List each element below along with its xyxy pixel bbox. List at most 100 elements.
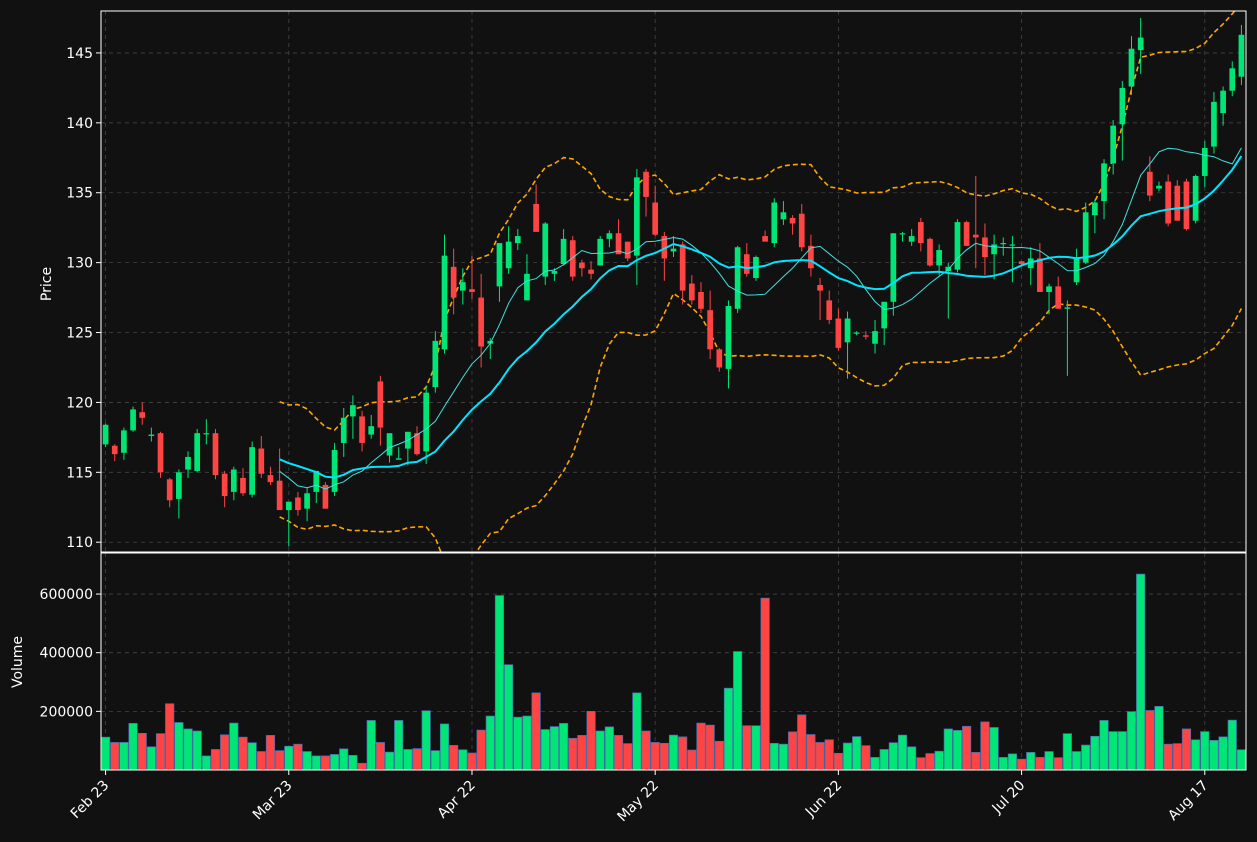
candle-body (963, 222, 970, 246)
volume-bar (366, 720, 376, 771)
volume-bar (183, 728, 193, 771)
candle-body (679, 244, 686, 291)
volume-bar (641, 730, 651, 771)
volume-bar (861, 745, 871, 771)
candle-body (844, 318, 851, 343)
volume-bar (128, 723, 138, 771)
candle-body (624, 241, 631, 259)
price-tick-label: 145 (66, 46, 93, 62)
candle-body (1238, 34, 1245, 77)
volume-bar (192, 730, 202, 771)
volume-bar (430, 750, 440, 771)
volume-bar (760, 597, 770, 771)
candle-body (872, 331, 878, 344)
candle-body (414, 433, 420, 455)
volume-bar (1154, 706, 1164, 771)
candle-body (1229, 68, 1236, 91)
candle-body (249, 447, 255, 495)
volume-bar (678, 736, 688, 771)
volume-bar (907, 746, 917, 771)
candle-body (835, 318, 842, 348)
volume-bar (293, 743, 303, 771)
bollinger-upper (279, 11, 1236, 431)
candle-body (661, 236, 668, 259)
candle-body (899, 233, 906, 235)
volume-bar (1209, 740, 1219, 771)
candle-body (258, 448, 265, 474)
price-tick-label: 125 (66, 326, 93, 342)
volume-bar (119, 742, 129, 771)
candle-body (1128, 48, 1135, 87)
candle-body (734, 247, 741, 309)
candle-body (1137, 37, 1144, 51)
candle-body (139, 412, 146, 418)
candle-body (1156, 185, 1162, 189)
volume-bar (220, 734, 230, 771)
candle-body (313, 470, 320, 492)
candle-body (1211, 101, 1217, 147)
candle-body (111, 445, 118, 455)
candle-body (304, 493, 310, 509)
volume-bar (1181, 728, 1192, 771)
volume-bar (210, 749, 221, 771)
candle-body (551, 271, 558, 274)
volume-bar (1099, 720, 1109, 771)
candle-body (743, 254, 750, 274)
candle-body (1092, 202, 1098, 216)
candle-body (569, 240, 576, 277)
volume-bar (137, 732, 147, 771)
volume-axis-label: Volume (10, 636, 26, 688)
candle-body (267, 475, 274, 483)
candle-body (863, 335, 869, 337)
candle-body (359, 416, 365, 443)
volume-bar (339, 748, 349, 771)
candle-body (826, 300, 833, 320)
volume-bar (165, 703, 175, 771)
volume-bar (302, 751, 312, 771)
volume-bar (613, 735, 624, 771)
candle-body (230, 469, 237, 492)
candle-body (1183, 181, 1190, 230)
candle-body (1110, 125, 1117, 164)
volume-bar (742, 725, 752, 771)
candle-body (542, 223, 549, 277)
candle-body (634, 177, 640, 256)
candle-body (176, 472, 182, 499)
volume-bar (962, 725, 972, 771)
volume-bar (549, 726, 559, 771)
volume-bar (1191, 739, 1201, 771)
candle-body (972, 234, 979, 238)
candle-body (808, 245, 814, 269)
volume-bar (155, 733, 166, 771)
volume-bar (980, 721, 990, 771)
ma-fast-line (279, 147, 1242, 490)
volume-bar (824, 739, 834, 771)
volume-bar (916, 757, 926, 771)
volume-bar (494, 595, 505, 771)
candle-body (1101, 163, 1107, 202)
candle-body (478, 297, 484, 347)
candle-body (615, 233, 622, 255)
candle-body (194, 433, 201, 471)
volume-bar (421, 710, 431, 771)
axes-frames (100, 10, 1247, 771)
volume-bar (623, 743, 633, 771)
candle-body (533, 203, 539, 232)
candle-body (652, 202, 659, 235)
volume-bar (1035, 757, 1045, 771)
candle-body (514, 236, 521, 244)
volume-bar (1090, 735, 1100, 771)
volume-bar (247, 742, 257, 771)
candle-body (496, 243, 503, 287)
volume-bar (568, 737, 578, 771)
candle-body (982, 237, 988, 258)
volume-bar (897, 734, 908, 771)
volume-bar (842, 742, 853, 771)
volume-bar (659, 742, 669, 771)
candle-body (707, 310, 713, 350)
volume-bar (284, 745, 294, 771)
price-tick-label: 130 (66, 256, 93, 272)
candle-body (450, 266, 457, 298)
volume-bar (403, 749, 413, 771)
candle-body (423, 392, 430, 452)
